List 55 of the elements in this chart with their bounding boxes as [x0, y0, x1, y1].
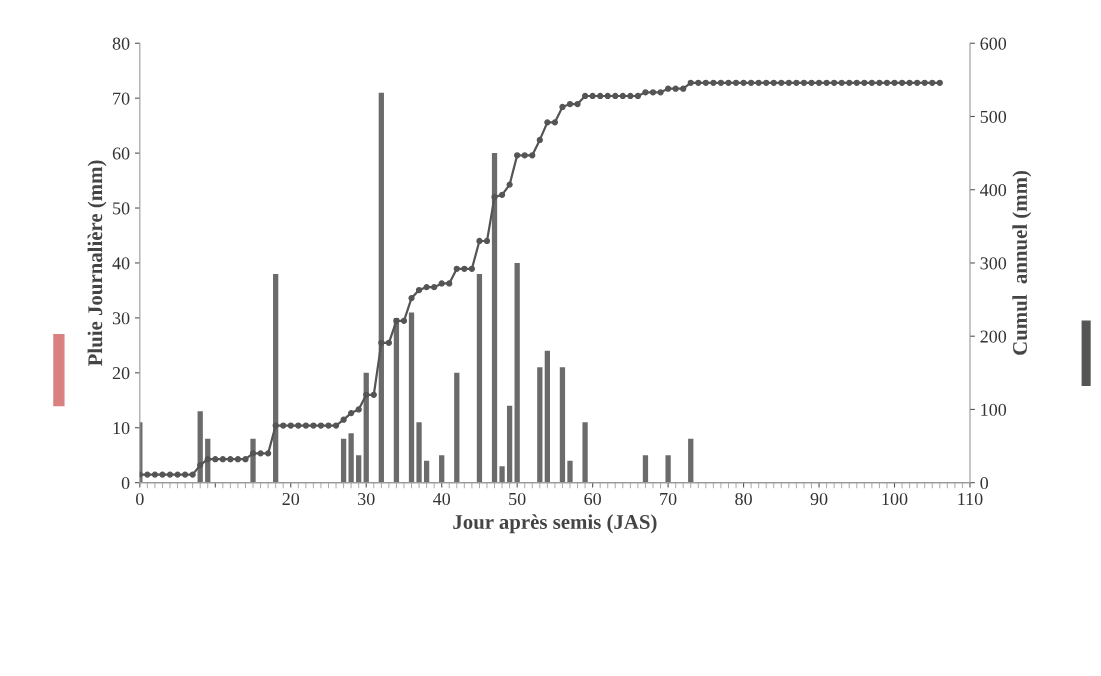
y2-tick-label: 100 — [981, 403, 1007, 416]
y2-tick-label: 600 — [980, 37, 1007, 50]
y-tick-label: 70 — [113, 92, 130, 105]
y-tick-label: 40 — [112, 257, 130, 270]
x-tick-label: 100 — [882, 492, 908, 506]
y-tick-label: 80 — [112, 37, 130, 50]
bar — [273, 273, 279, 483]
bar — [582, 422, 588, 483]
y2-tick-label: 300 — [980, 257, 1007, 270]
y-axis-title: Pluie Journalière (mm) — [87, 160, 107, 366]
bar — [559, 367, 566, 483]
bar — [378, 92, 384, 483]
x-tick-label: 40 — [433, 492, 451, 506]
bar — [348, 433, 354, 483]
y2-tick-label: 0 — [980, 476, 989, 490]
bar — [454, 372, 460, 483]
x-tick-label: 70 — [660, 492, 677, 506]
x-tick-label: 20 — [282, 492, 300, 506]
bar — [499, 466, 505, 483]
x-tick-label: 0 — [136, 492, 144, 506]
bar — [567, 460, 573, 483]
bar — [423, 460, 430, 483]
bar — [340, 438, 347, 483]
bar — [665, 455, 671, 483]
x-tick-label: 90 — [810, 492, 828, 506]
x-tick-label: 60 — [584, 492, 601, 506]
bar — [506, 405, 513, 483]
bar — [356, 455, 362, 483]
y-tick-label: 0 — [121, 476, 130, 490]
bar — [416, 422, 422, 483]
y-tick-label: 10 — [113, 422, 130, 435]
y-tick-label: 30 — [112, 312, 130, 325]
bar — [439, 455, 445, 483]
y2-tick-label: 500 — [980, 110, 1007, 123]
bar — [688, 438, 694, 483]
bar — [642, 455, 649, 483]
bar — [491, 153, 498, 483]
x-tick-label: 80 — [735, 492, 752, 506]
bar — [537, 367, 543, 483]
bar — [514, 262, 520, 483]
bar — [408, 312, 415, 483]
y2-axis-title: Cumul annuel (mm) — [1012, 170, 1032, 355]
y-tick-label: 50 — [113, 202, 130, 215]
x-tick-label: 110 — [958, 492, 983, 506]
bar — [476, 273, 483, 483]
bar — [139, 422, 143, 483]
bar — [544, 350, 550, 483]
bar — [393, 317, 400, 483]
x-tick-label: 30 — [358, 492, 375, 506]
y2-tick-label: 400 — [980, 183, 1007, 197]
y-tick-label: 60 — [112, 147, 130, 160]
x-axis-title: Jour après semis (JAS) — [453, 514, 657, 534]
y2-tick-label: 200 — [980, 330, 1007, 343]
x-tick-label: 50 — [509, 492, 526, 506]
y-tick-label: 20 — [112, 367, 130, 380]
